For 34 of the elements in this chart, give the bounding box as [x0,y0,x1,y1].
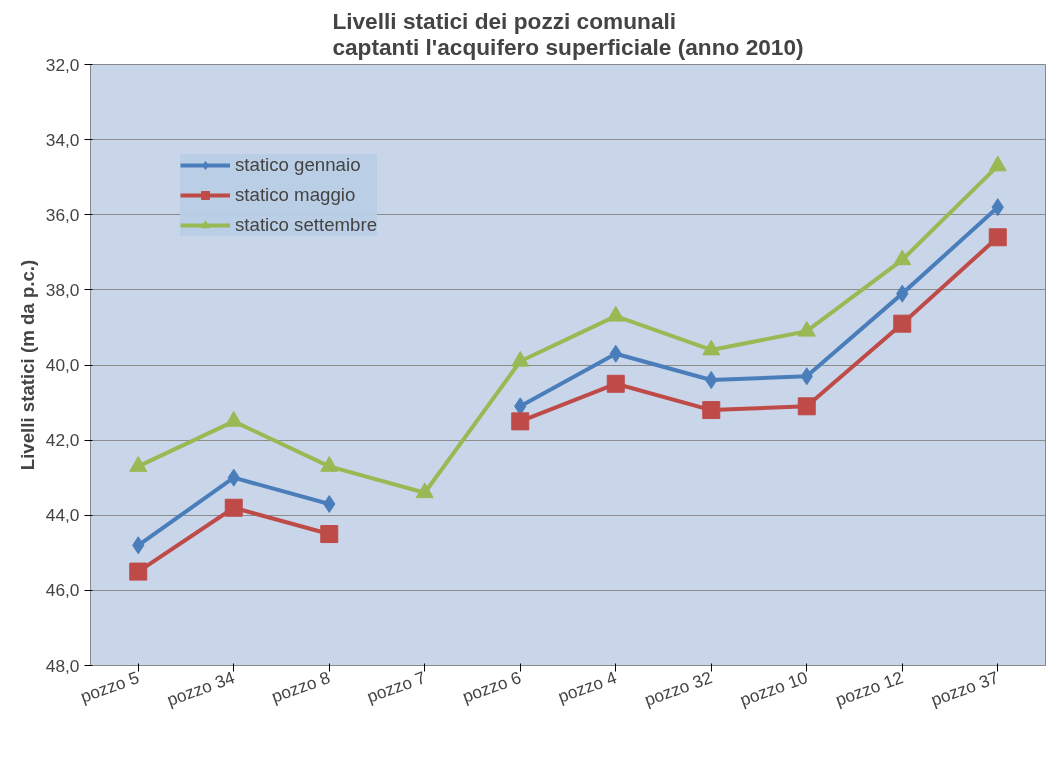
y-axis-title: Livelli statici (m da p.c.) [16,259,38,471]
x-tick-label: pozzo 8 [268,667,333,707]
y-tick-label: 42,0 [45,430,80,451]
point [224,498,243,517]
x-tick-label: pozzo 37 [928,667,1002,710]
x-tick-label: pozzo 6 [459,667,524,707]
x-tick-label: pozzo 10 [737,667,811,710]
y-tick-label: 36,0 [45,204,80,225]
y-tick-label: 32,0 [45,54,80,75]
y-tick-label: 44,0 [45,505,80,526]
x-tick-label: pozzo 4 [555,666,620,707]
x-tick-label: pozzo 7 [364,667,429,707]
y-tick-label: 48,0 [45,655,80,676]
y-tick-label: 34,0 [45,129,80,150]
point [129,562,148,581]
legend-label: statico gennaio [235,154,361,176]
y-tick-label: 40,0 [45,355,80,375]
y-tick-label: 38,0 [45,279,80,300]
x-tick-label: pozzo 12 [832,667,906,710]
x-tick-label: pozzo 34 [164,666,238,710]
x-tick-label: pozzo 32 [641,667,715,710]
legend-label: statico maggio [235,184,356,206]
point [702,401,721,420]
legend-label: statico settembre [235,214,378,236]
point [893,314,912,333]
chart-title: Livelli statici dei pozzi comunali captanti l'acquifero superficiale (anno 2010) [332,7,804,60]
point [893,249,912,266]
point [511,412,530,431]
point [320,525,339,544]
point [606,374,625,393]
point [988,228,1007,247]
point [797,397,816,416]
y-tick-label: 46,0 [45,580,80,601]
point [988,155,1007,172]
